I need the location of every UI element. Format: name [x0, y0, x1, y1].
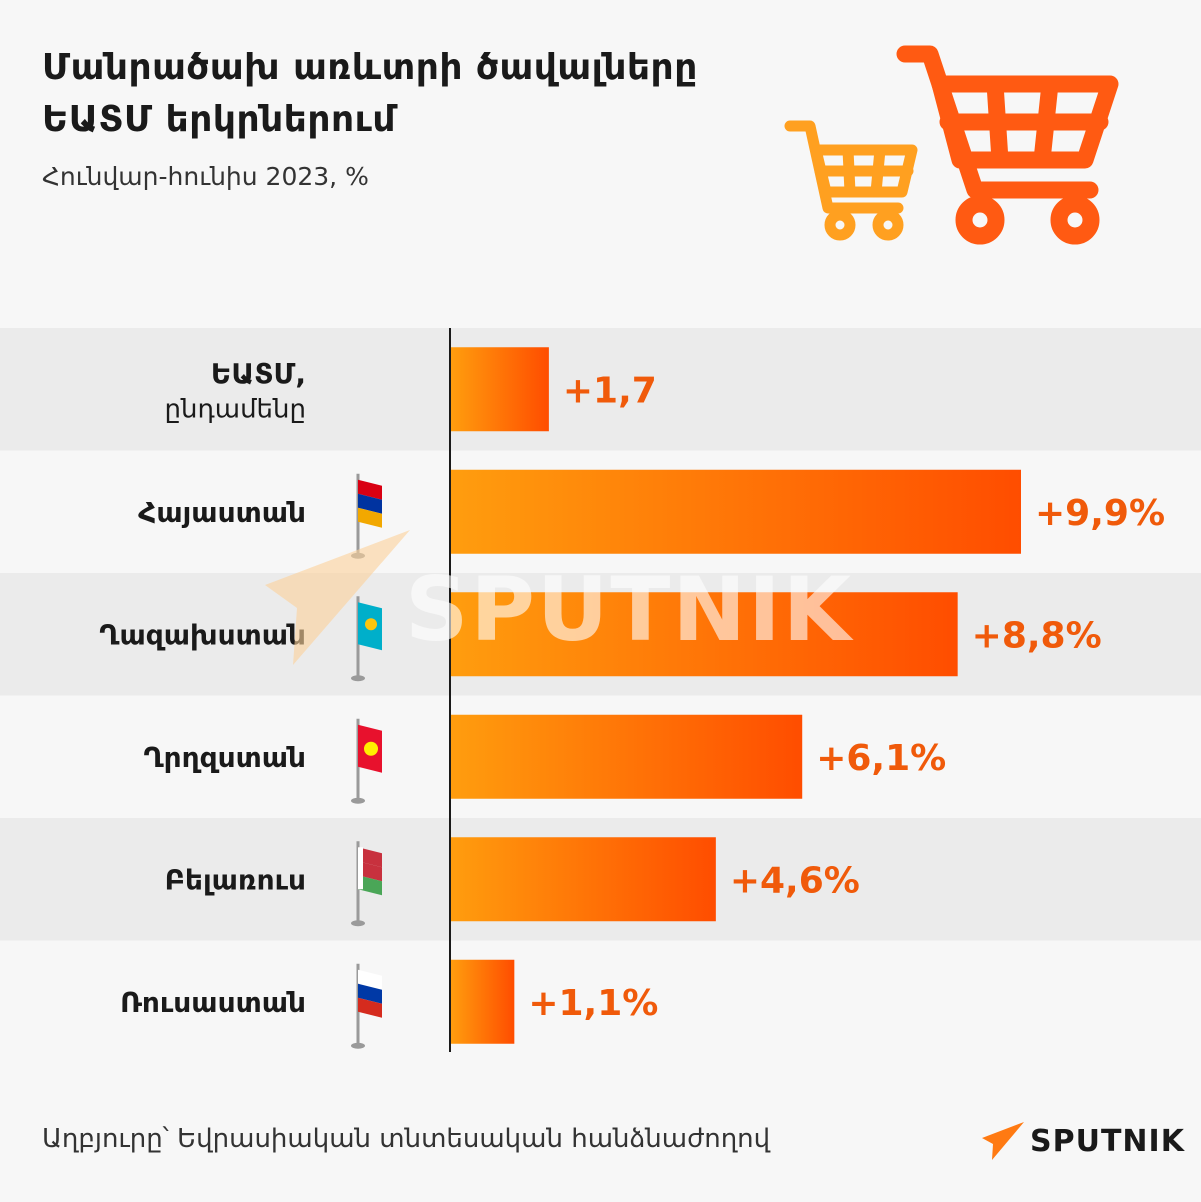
- row-band: [0, 940, 1201, 1058]
- bar: [451, 714, 803, 799]
- value-label: +8,8%: [972, 615, 1102, 656]
- value-label: +4,6%: [730, 860, 860, 901]
- category-label: Ռուսաստան: [120, 986, 306, 1019]
- bar: [451, 959, 515, 1044]
- category-label: ԵԱՏՄ,: [211, 357, 306, 390]
- chart-subtitle: Հունվար-հունիս 2023, %: [42, 162, 369, 191]
- row-band: [0, 328, 1201, 451]
- kyrgyzstan-flag-icon: [351, 718, 382, 804]
- watermark-arrow-icon: [265, 530, 410, 665]
- russia-flag-icon: [351, 963, 382, 1049]
- belarus-flag-icon: [351, 841, 382, 927]
- watermark-text: SPUTNIK: [405, 558, 853, 661]
- value-label: +6,1%: [816, 738, 946, 779]
- bar: [451, 347, 549, 432]
- value-label: +1,7: [563, 370, 657, 411]
- category-sublabel: ընդամենը: [165, 394, 306, 424]
- small-cart-icon: [784, 120, 918, 241]
- kazakhstan-flag-icon: [351, 596, 382, 682]
- armenia-flag-icon: [351, 473, 382, 559]
- category-label: Բելառուս: [165, 863, 306, 896]
- sputnik-logo: SPUTNIK: [982, 1122, 1185, 1160]
- logo-arrow-icon: [982, 1122, 1024, 1160]
- logo-text: SPUTNIK: [1030, 1123, 1185, 1159]
- title-line-1: Մանրածախ առևտրի ծավալները: [42, 47, 698, 88]
- bar: [451, 592, 958, 677]
- bar-chart: ԵԱՏՄ, ընդամենը +1,7 Հայաստան +9,9% Ղազախստան +…: [0, 328, 1201, 1058]
- category-label: Ղազախստան: [99, 618, 306, 651]
- value-label: +1,1%: [528, 983, 658, 1024]
- source-note: Աղբյուրը՝ Եվրասիական տնտեսական հանձնաժող…: [42, 1124, 771, 1154]
- chart-title: Մանրածախ առևտրի ծավալները ԵԱՏՄ երկրներու…: [42, 42, 698, 146]
- bar: [451, 837, 716, 922]
- title-line-2: ԵԱՏՄ երկրներում: [42, 99, 396, 140]
- big-cart-icon: [896, 45, 1119, 245]
- sputnik-watermark: SPUTNIK: [265, 530, 851, 674]
- category-label: Հայաստան: [138, 496, 306, 529]
- category-label: Ղրղզստան: [144, 741, 306, 774]
- bar: [451, 469, 1021, 554]
- value-label: +9,9%: [1035, 493, 1165, 534]
- shopping-carts-icon: [784, 45, 1119, 245]
